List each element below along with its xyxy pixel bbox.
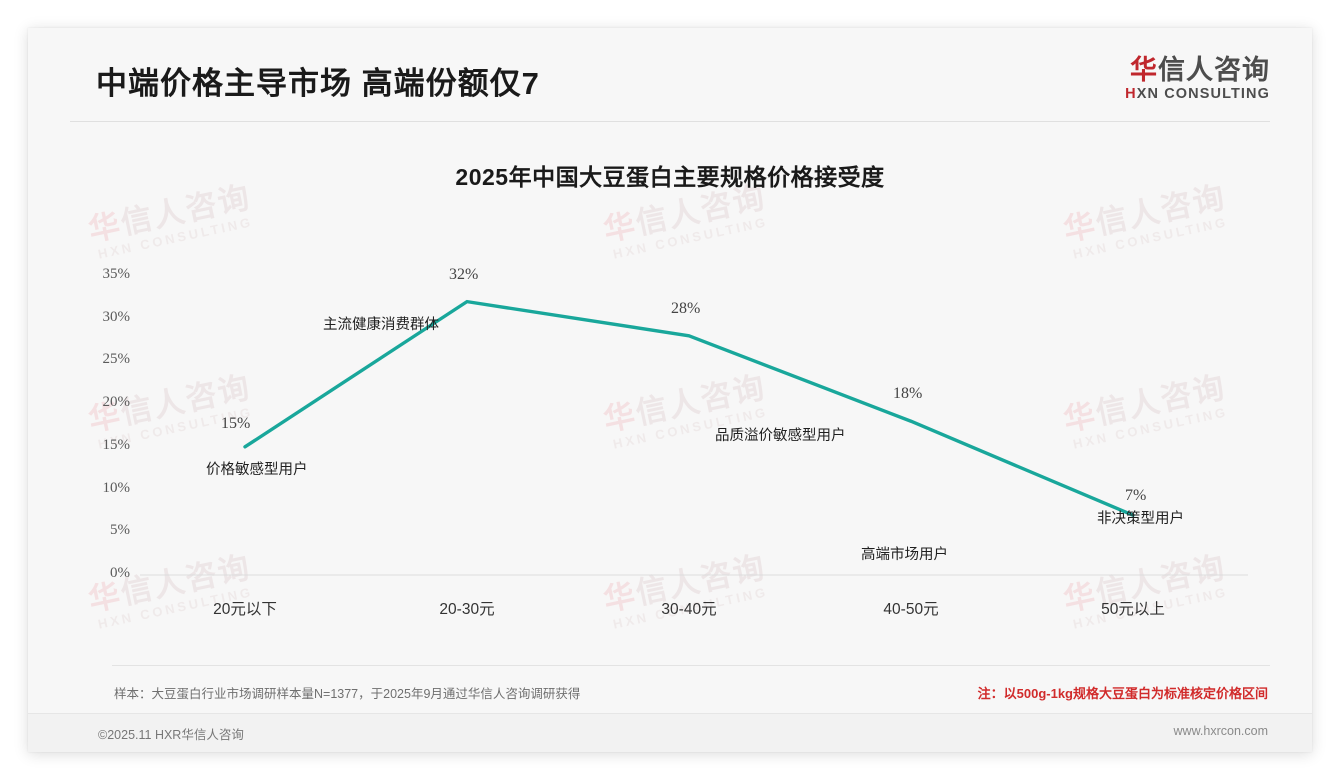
- y-axis-tick-label: 35%: [102, 266, 131, 282]
- price-standard-note: 注：以500g-1kg规格大豆蛋白为标准核定价格区间: [977, 686, 1268, 701]
- brand-logo: 华信人咨询 HXN CONSULTING: [1125, 56, 1270, 103]
- brand-logo-chinese: 华信人咨询: [1125, 56, 1270, 84]
- footer-divider: [112, 665, 1270, 666]
- copyright-text: ©2025.11 HXR华信人咨询: [98, 728, 244, 742]
- y-axis-tick-label: 15%: [102, 436, 131, 453]
- data-point-label: 15%: [221, 414, 251, 432]
- brand-en-accent: H: [1125, 86, 1137, 103]
- brand-logo-english: HXN CONSULTING: [1125, 86, 1270, 102]
- segment-annotation: 高端市场用户: [861, 547, 948, 563]
- x-axis-tick-label: 40-50元: [883, 601, 939, 618]
- brand-accent-char: 华: [1130, 55, 1158, 85]
- chart-svg-canvas: [140, 299, 1248, 576]
- data-point-label: 7%: [1125, 487, 1147, 505]
- x-axis-tick-label: 30-40元: [661, 601, 717, 618]
- bottom-bar: ©2025.11 HXR华信人咨询 www.hxrcon.com: [28, 713, 1312, 752]
- y-axis-tick-label: 20%: [102, 394, 131, 411]
- brand-en-rest: XN CONSULTING: [1136, 86, 1270, 103]
- x-axis-tick-label: 20-30元: [439, 601, 495, 618]
- sample-note: 样本：大豆蛋白行业市场调研样本量N=1377，于2025年9月通过华信人咨询调研…: [114, 687, 581, 701]
- y-axis-tick-label: 25%: [102, 351, 131, 368]
- data-point-label: 18%: [893, 385, 923, 403]
- header-divider: [70, 121, 1270, 122]
- y-axis-tick-label: 30%: [102, 308, 131, 325]
- data-point-label: 28%: [671, 299, 701, 317]
- segment-annotation: 非决策型用户: [1097, 511, 1184, 527]
- chart-title: 2025年中国大豆蛋白主要规格价格接受度: [455, 164, 885, 190]
- segment-annotation: 主流健康消费群体: [323, 317, 439, 333]
- y-axis-tick-label: 10%: [102, 479, 131, 496]
- slide-header: 中端价格主导市场 高端份额仅7 华信人咨询 HXN CONSULTING: [28, 28, 1312, 118]
- website-link[interactable]: www.hxrcon.com: [1173, 724, 1268, 738]
- brand-rest-chars: 信人咨询: [1158, 55, 1270, 85]
- slide-canvas: 华信人咨询 HXN CONSULTING 华信人咨询 HXN CONSULTING 华信…: [28, 28, 1312, 752]
- y-axis-tick-label: 0%: [110, 565, 130, 581]
- series-line: [243, 299, 1135, 517]
- page-title: 中端价格主导市场 高端份额仅7: [96, 66, 540, 101]
- data-point-label: 32%: [449, 265, 479, 283]
- y-axis-tick-label: 5%: [110, 522, 130, 539]
- line-chart: 35% 30% 25% 20% 15% 10% 5% 0% 20元以下 20-30元 30-40元 4…: [28, 28, 1312, 752]
- x-axis-tick-label: 20元以下: [213, 601, 277, 618]
- x-axis-tick-label: 50元以上: [1101, 601, 1165, 618]
- segment-annotation: 价格敏感型用户: [206, 462, 308, 478]
- segment-annotation: 品质溢价敏感型用户: [715, 428, 846, 444]
